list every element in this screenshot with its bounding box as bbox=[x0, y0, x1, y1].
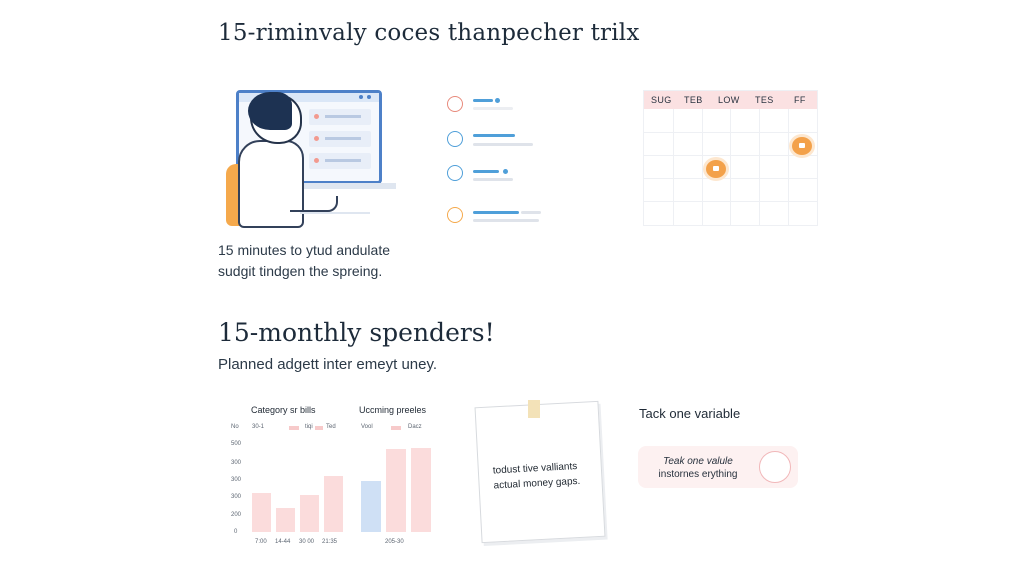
y-tick-label: No bbox=[231, 424, 239, 430]
x-tick-label: 30 00 bbox=[299, 539, 315, 545]
y-tick-label: 300 bbox=[231, 460, 242, 466]
legend-label: Vool bbox=[361, 424, 373, 430]
screen-card bbox=[309, 109, 371, 125]
legend-label: Ted bbox=[326, 424, 336, 430]
toggle-knob[interactable] bbox=[759, 451, 791, 483]
y-tick-label: 500 bbox=[231, 441, 242, 447]
legend-swatch bbox=[391, 426, 401, 430]
list-dot bbox=[495, 98, 500, 103]
calendar-grid: SUG TEB LOW TES FF bbox=[643, 90, 818, 226]
person-hair bbox=[248, 92, 292, 130]
desk-line bbox=[300, 212, 370, 214]
legend-label: 30-1 bbox=[252, 424, 265, 430]
person-body bbox=[238, 140, 304, 228]
list-line-light bbox=[521, 211, 541, 214]
monitor-title-bar bbox=[239, 93, 379, 102]
window-dot bbox=[359, 95, 363, 99]
track-variable-label: Tack one variable bbox=[639, 406, 741, 421]
y-tick-label: 300 bbox=[231, 494, 242, 500]
legend-swatch bbox=[289, 426, 299, 430]
sticky-note-card: todust tive valliants actual money gaps. bbox=[474, 400, 606, 544]
list-line-light bbox=[473, 107, 513, 110]
y-tick-label: 300 bbox=[231, 477, 242, 483]
person-arm bbox=[290, 196, 338, 212]
tape-strip bbox=[528, 400, 540, 418]
variable-toggle-card[interactable]: Teak one valule instornes erything bbox=[638, 446, 798, 488]
x-tick-label: 7:00 bbox=[255, 539, 267, 545]
x-tick-label: 205-30 bbox=[385, 539, 404, 545]
section-title: 15-monthly spenders! bbox=[218, 318, 495, 347]
calendar-day-label: TES bbox=[755, 95, 774, 105]
y-tick-label: 200 bbox=[231, 512, 242, 518]
list-line-light bbox=[473, 178, 513, 181]
window-dot bbox=[367, 95, 371, 99]
section-subtitle: Planned adgett inter emeyt uney. bbox=[218, 356, 438, 373]
chart-bar bbox=[252, 493, 271, 532]
screen-card bbox=[309, 131, 371, 147]
toggle-text-line: Teak one valule bbox=[663, 456, 733, 467]
chart-title: Uccming preeles bbox=[359, 405, 427, 415]
y-tick-label: 0 bbox=[234, 529, 238, 535]
toggle-text: Teak one valule instornes erything bbox=[652, 455, 744, 481]
list-line bbox=[473, 170, 499, 173]
calendar-event-marker[interactable] bbox=[706, 160, 726, 178]
calendar-day-label: FF bbox=[794, 95, 806, 105]
chart-bar bbox=[361, 481, 381, 532]
page-title: 15-riminvaly coces thanpecher trilx bbox=[218, 20, 640, 46]
chart-title: Category sr bills bbox=[251, 405, 316, 415]
hero-caption-line2: sudgit tindgen the spreing. bbox=[218, 263, 383, 279]
clock-icon bbox=[447, 165, 463, 181]
list-line-light bbox=[473, 143, 533, 146]
note-text: todust tive valliants actual money gaps. bbox=[492, 459, 581, 493]
calendar-day-label: TEB bbox=[684, 95, 703, 105]
legend-swatch bbox=[315, 426, 323, 430]
toggle-text-line: instornes erything bbox=[658, 469, 738, 480]
chart-bar bbox=[300, 495, 319, 532]
calendar-day-label: SUG bbox=[651, 95, 672, 105]
chart-bar bbox=[411, 448, 431, 532]
list-line bbox=[473, 134, 515, 137]
calendar-event-marker[interactable] bbox=[792, 137, 812, 155]
chart-bar bbox=[386, 449, 406, 532]
calendar-day-label: LOW bbox=[718, 95, 740, 105]
clock-icon bbox=[447, 131, 463, 147]
clock-icon bbox=[447, 96, 463, 112]
screen-card bbox=[309, 153, 371, 169]
chart-bar bbox=[276, 508, 295, 532]
list-line bbox=[473, 211, 519, 214]
list-line-light bbox=[473, 219, 539, 222]
legend-label: Dacz bbox=[408, 424, 422, 430]
list-line bbox=[473, 99, 493, 102]
chart-bar bbox=[324, 476, 343, 532]
hero-caption-line1: 15 minutes to ytud andulate bbox=[218, 242, 391, 258]
x-tick-label: 21:35 bbox=[322, 539, 338, 545]
x-tick-label: 14-44 bbox=[275, 539, 291, 545]
clock-icon bbox=[447, 207, 463, 223]
list-dot bbox=[503, 169, 508, 174]
note-line: actual money gaps. bbox=[493, 475, 581, 492]
monitor-stand bbox=[300, 183, 396, 189]
legend-label: tiqi bbox=[305, 424, 313, 430]
calendar-header: SUG TEB LOW TES FF bbox=[644, 91, 817, 109]
